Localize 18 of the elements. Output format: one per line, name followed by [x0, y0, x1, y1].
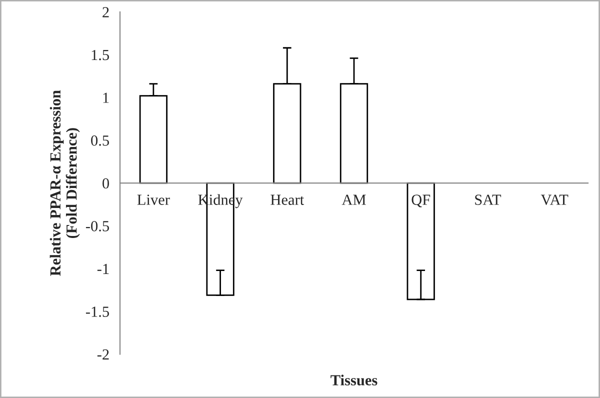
x-tick-label: VAT	[540, 194, 568, 206]
y-tick-label: -1	[97, 264, 109, 274]
y-tick-label: 0	[102, 178, 109, 189]
bar	[406, 182, 435, 300]
y-tick-label: -0.5	[86, 221, 109, 232]
x-tick-label: QF	[412, 194, 430, 208]
y-tick-label: 1	[103, 92, 109, 103]
x-axis-title: Tissues	[330, 374, 378, 386]
x-tick-label: SAT	[475, 194, 502, 205]
y-tick-label: -1.5	[86, 306, 109, 317]
x-tick-label: Liver	[137, 194, 170, 205]
y-axis-title: Relative PPAR-α Expression (Fold Difference)	[50, 90, 80, 276]
y-tick-label: 0.5	[91, 135, 109, 146]
x-tick-label: AM	[342, 194, 366, 205]
x-tick-label: Heart	[270, 194, 304, 205]
y-tick-label: 1.5	[92, 50, 109, 60]
y-tick-label: 2	[102, 7, 109, 18]
y-tick-label: -2	[97, 349, 109, 360]
